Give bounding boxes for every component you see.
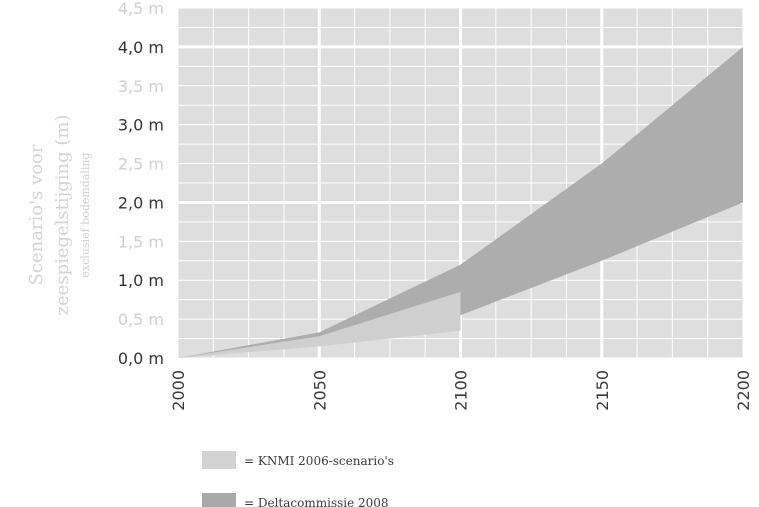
x-tick-label: 2050 [310,370,329,411]
y-tick-label: 3,5 m [118,77,164,96]
y-axis-title-line2: zeespiegelstijging (m) [52,115,73,316]
legend-label: = KNMI 2006-scenario's [244,454,394,468]
x-tick-label: 2200 [734,370,753,411]
y-tick-label: 1,0 m [118,271,164,290]
y-axis-ticks: 0,0 m 0,5 m 1,0 m 1,5 m 2,0 m 2,5 m 3,0 m 3,5 m… [118,0,164,368]
scenario-areas [178,46,743,359]
legend-swatch [202,451,236,469]
x-tick-label: 2100 [452,370,471,411]
y-axis-label: Scenario's voor zeespiegelstijging (m) e… [26,115,92,316]
x-axis-ticks: 2000 2050 2100 2150 2200 [169,370,753,411]
y-tick-label: 4,0 m [118,38,164,57]
y-tick-label: 0,0 m [118,349,164,368]
legend-swatch [202,493,236,507]
legend: = KNMI 2006-scenario's = Deltacommissie 2… [202,451,394,507]
y-axis-title-line1: Scenario's voor [26,144,47,285]
legend-label: = Deltacommissie 2008 [244,496,389,507]
y-tick-label: 3,0 m [118,116,164,135]
y-tick-label: 4,5 m [118,0,164,18]
y-tick-label: 1,5 m [118,232,164,251]
y-tick-label: 2,0 m [118,193,164,212]
y-tick-label: 2,5 m [118,155,164,174]
knmi-band [178,291,461,358]
x-tick-label: 2150 [593,370,612,411]
x-tick-label: 2000 [169,370,188,411]
y-axis-subtitle: exclusief bodemdaling [79,152,92,277]
y-tick-label: 0,5 m [118,310,164,329]
